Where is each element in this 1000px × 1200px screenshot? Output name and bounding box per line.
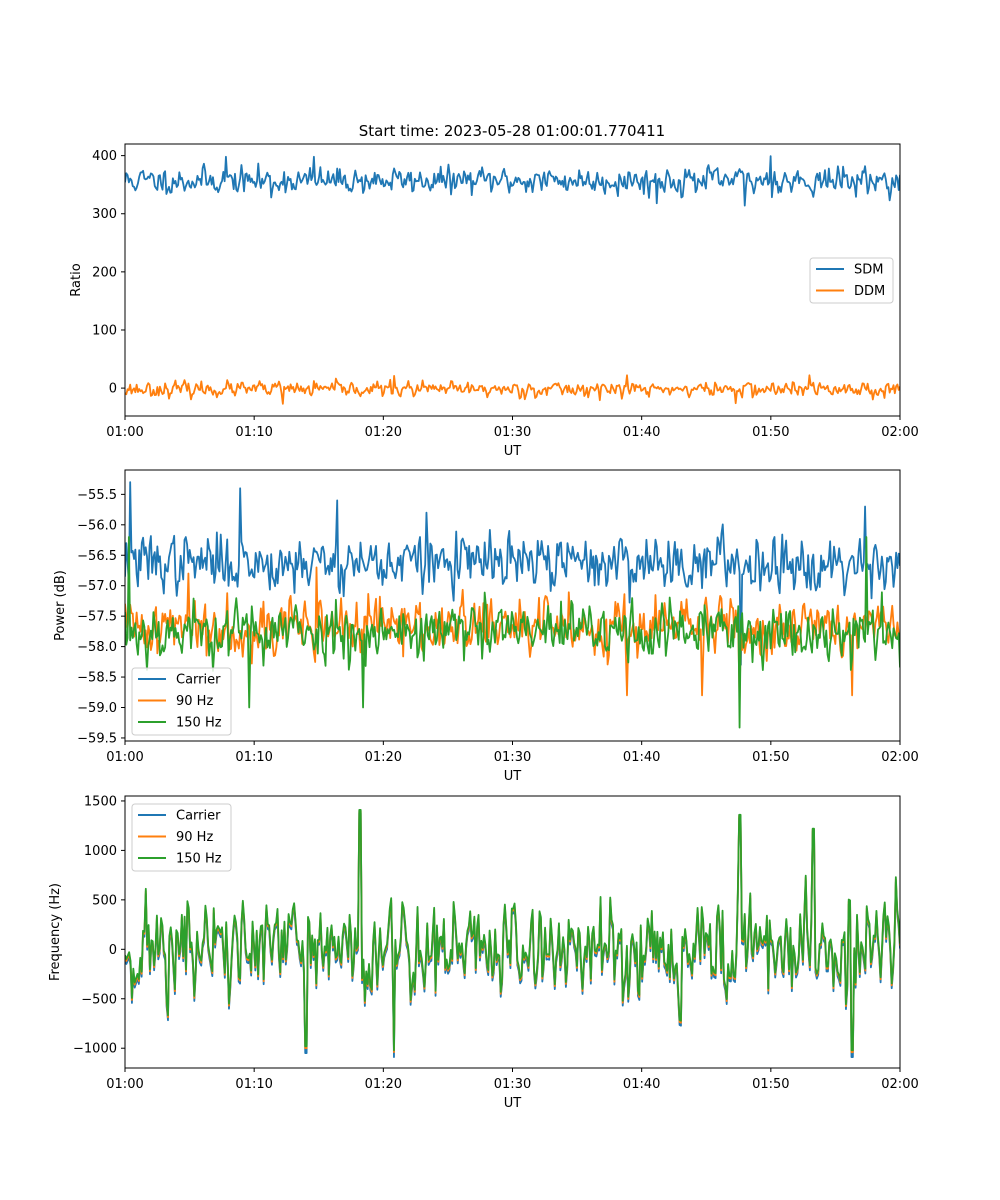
series-line-sdm [125, 155, 900, 207]
legend-label: 150 Hz [176, 852, 222, 867]
x-tick-label: 01:40 [623, 425, 660, 440]
x-tick-label: 01:00 [106, 750, 143, 765]
y-tick-label: −500 [81, 992, 117, 1007]
x-tick-label: 01:10 [235, 1077, 272, 1092]
x-tick-label: 01:20 [365, 425, 402, 440]
legend: SDM DDM [809, 257, 894, 304]
panel-3: 1500 1000 500 0 −500 −1000 01:00 01:10 01:20 01:3… [48, 794, 919, 1111]
y-tick-label: 400 [92, 149, 117, 164]
y-axis-label: Power (dB) [53, 570, 68, 641]
legend-label: SDM [854, 263, 883, 278]
legend: Carrier 90 Hz 150 Hz [131, 803, 232, 872]
x-tick-label: 01:50 [752, 750, 789, 765]
x-tick-label: 01:00 [106, 425, 143, 440]
y-tick-label: 0 [109, 382, 117, 397]
y-axis-label: Frequency (Hz) [48, 883, 63, 981]
y-tick-label: −59.0 [77, 701, 117, 716]
y-tick-label: −57.5 [77, 610, 117, 625]
x-tick-label: 01:40 [623, 750, 660, 765]
y-tick-label: 200 [92, 265, 117, 280]
y-tick-label: 1000 [84, 844, 117, 859]
series-line-150-hz [125, 808, 900, 1052]
x-tick-label: 01:20 [365, 750, 402, 765]
panel-2: −55.5 −56.0 −56.5 −57.0 −57.5 −58.0 −58.5 −59.0… [53, 469, 919, 784]
legend: Carrier 90 Hz 150 Hz [131, 667, 232, 736]
series-line-carrier [125, 481, 900, 666]
y-tick-label: −56.5 [77, 549, 117, 564]
series-line-150-hz [125, 536, 900, 729]
panel-1: 0 100 200 300 400 01:00 01:10 01:20 01:30 01:40 01… [69, 143, 919, 459]
x-tick-label: 01:30 [494, 750, 531, 765]
x-axis-label: UT [504, 1096, 522, 1111]
y-tick-label: 500 [92, 893, 117, 908]
legend-label: Carrier [176, 673, 221, 688]
x-tick-label: 01:30 [494, 1077, 531, 1092]
series-group [125, 808, 900, 1059]
series-group [125, 155, 900, 405]
x-tick-label: 01:50 [752, 1077, 789, 1092]
legend-label: 90 Hz [176, 830, 213, 845]
legend-label: DDM [854, 284, 885, 299]
y-axis-label: Ratio [69, 263, 84, 296]
x-tick-label: 01:00 [106, 1077, 143, 1092]
y-tick-label: 100 [92, 323, 117, 338]
y-tick-label: −56.0 [77, 518, 117, 533]
x-tick-label: 01:10 [235, 750, 272, 765]
x-tick-label: 01:50 [752, 425, 789, 440]
x-tick-label: 02:00 [881, 425, 918, 440]
y-tick-label: −55.5 [77, 488, 117, 503]
x-tick-label: 02:00 [881, 750, 918, 765]
x-axis-label: UT [504, 769, 522, 784]
legend-label: 90 Hz [176, 694, 213, 709]
legend-label: Carrier [176, 809, 221, 824]
y-tick-label: −58.0 [77, 640, 117, 655]
x-tick-label: 02:00 [881, 1077, 918, 1092]
y-tick-label: 1500 [84, 794, 117, 809]
x-tick-label: 01:20 [365, 1077, 402, 1092]
y-tick-label: 0 [109, 943, 117, 958]
y-tick-label: −1000 [73, 1042, 117, 1057]
figure-title: Start time: 2023-05-28 01:00:01.770411 [359, 122, 665, 140]
y-tick-label: −57.0 [77, 579, 117, 594]
x-tick-label: 01:10 [235, 425, 272, 440]
series-line-ddm [125, 374, 900, 405]
y-tick-label: −58.5 [77, 671, 117, 686]
legend-box [131, 667, 232, 736]
x-axis-label: UT [504, 444, 522, 459]
x-tick-label: 01:40 [623, 1077, 660, 1092]
legend-label: 150 Hz [176, 716, 222, 731]
y-tick-label: 300 [92, 207, 117, 222]
y-tick-label: −59.5 [77, 731, 117, 746]
legend-box [131, 803, 232, 872]
x-tick-label: 01:30 [494, 425, 531, 440]
series-group [125, 481, 900, 729]
